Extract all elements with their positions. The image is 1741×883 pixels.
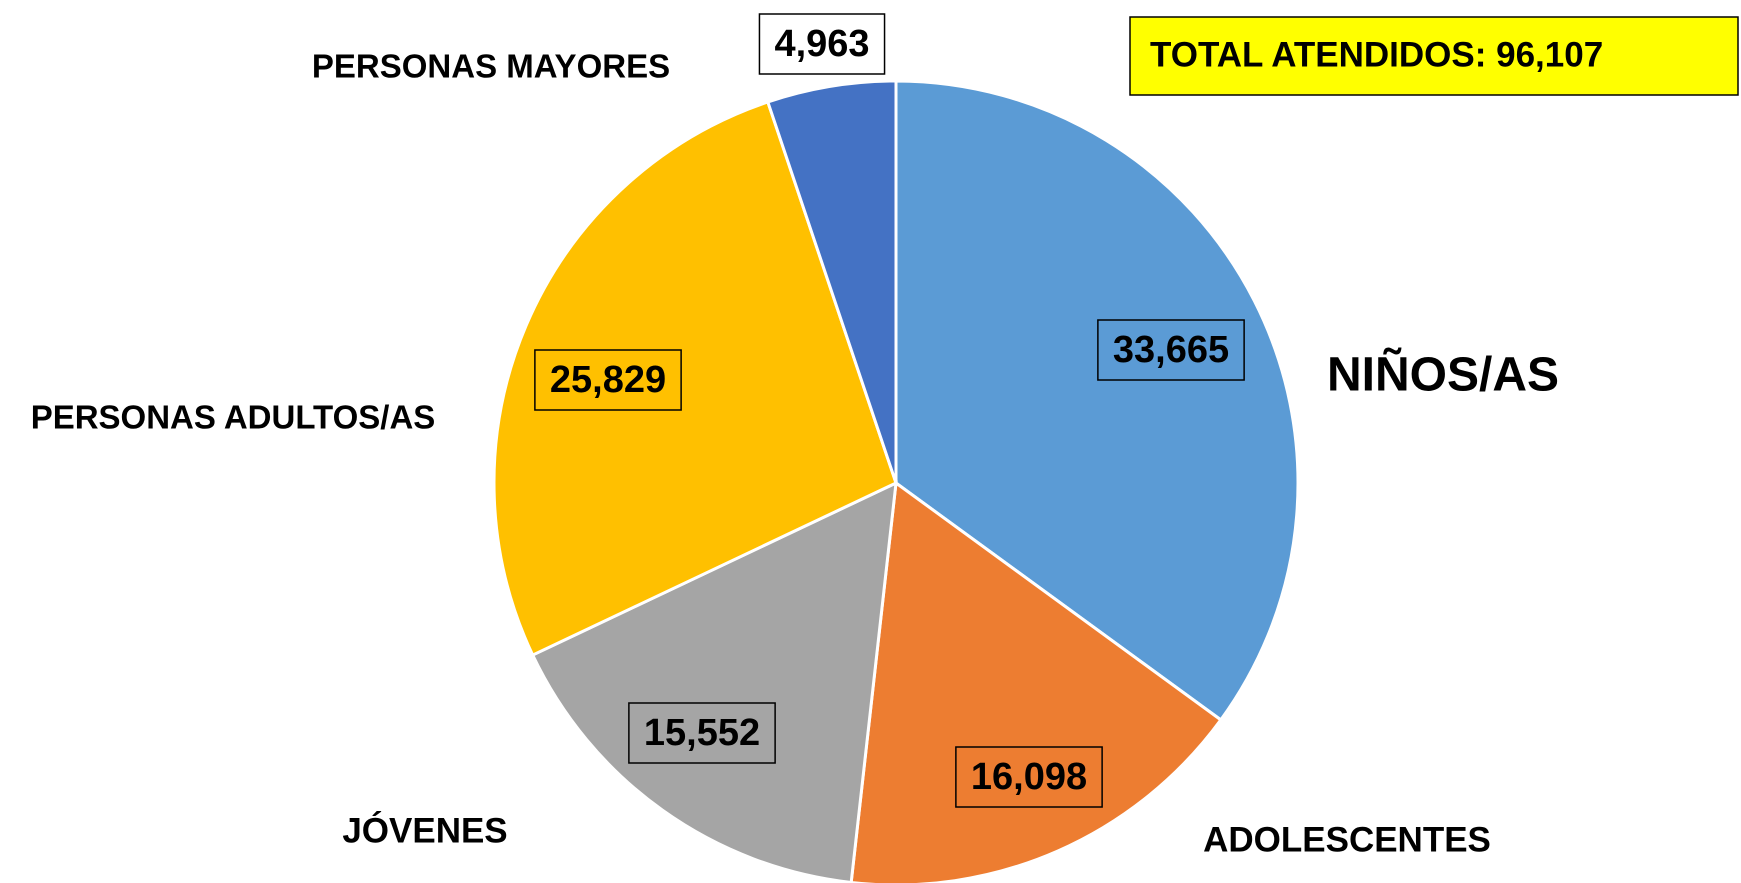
value-label: 16,098: [971, 756, 1087, 798]
pie-slice: [894, 79, 1300, 722]
pie-slice: [530, 480, 898, 883]
value-label-box: [758, 13, 886, 75]
category-label: NIÑOS/AS: [1327, 347, 1559, 402]
category-label: PERSONAS MAYORES: [312, 48, 670, 85]
annotation: TOTAL ATENDIDOS: 96,107: [1150, 35, 1603, 74]
value-label-box: [1097, 319, 1245, 381]
value-label: 33,665: [1113, 329, 1229, 371]
value-label-box: [534, 349, 682, 411]
annotation-box: [1129, 16, 1739, 96]
value-label: 15,552: [644, 712, 760, 754]
value-label-box: [955, 746, 1103, 808]
pie-slice: [765, 79, 898, 484]
value-label: 4,963: [774, 23, 869, 65]
pie-slice: [492, 100, 898, 658]
category-label: JÓVENES: [342, 810, 507, 850]
category-label: ADOLESCENTES: [1203, 820, 1491, 859]
pie-slice: [849, 480, 1223, 883]
value-label-box: [628, 702, 776, 764]
value-label: 25,829: [550, 359, 666, 401]
category-label: PERSONAS ADULTOS/AS: [31, 399, 436, 436]
